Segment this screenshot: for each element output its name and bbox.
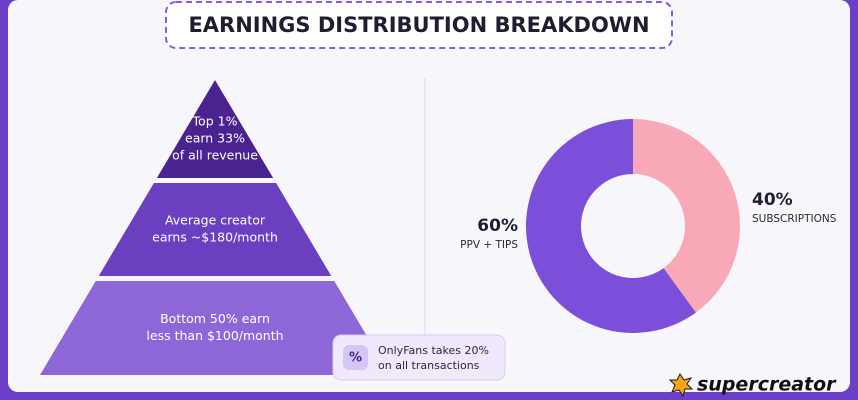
value-label: 60% bbox=[477, 216, 518, 236]
tier-text: Bottom 50% earn bbox=[160, 311, 270, 326]
title-box bbox=[165, 1, 673, 49]
note-icon: % bbox=[349, 351, 362, 366]
tier-text: Average creator bbox=[165, 213, 266, 228]
donut-segment bbox=[633, 119, 740, 313]
tier-text: of all revenue bbox=[172, 148, 258, 163]
donut-segment bbox=[525, 119, 696, 333]
tier-text: Top 1% bbox=[192, 114, 238, 129]
category-label: PPV + TIPS bbox=[460, 239, 518, 251]
value-label: 40% bbox=[752, 190, 793, 210]
brand: supercreator bbox=[697, 374, 837, 396]
note-icon-bg bbox=[343, 345, 368, 370]
pyramid-tier bbox=[156, 80, 274, 178]
tier-text: earn 33% bbox=[185, 131, 245, 146]
pyramid-tier bbox=[98, 183, 332, 276]
tier-text: earns ~$180/month bbox=[152, 230, 278, 245]
brand-logo: supercreator bbox=[668, 373, 837, 398]
brand-star bbox=[668, 373, 694, 398]
pyramid-tier bbox=[40, 281, 390, 375]
category-label: SUBSCRIPTIONS bbox=[752, 213, 837, 225]
title: EARNINGS DISTRIBUTION BREAKDOWN bbox=[188, 13, 649, 37]
note-text: on all transactions bbox=[378, 359, 480, 372]
note-box bbox=[332, 334, 506, 381]
note-text: OnlyFans takes 20% bbox=[378, 344, 489, 357]
tier-text: less than $100/month bbox=[146, 328, 283, 343]
